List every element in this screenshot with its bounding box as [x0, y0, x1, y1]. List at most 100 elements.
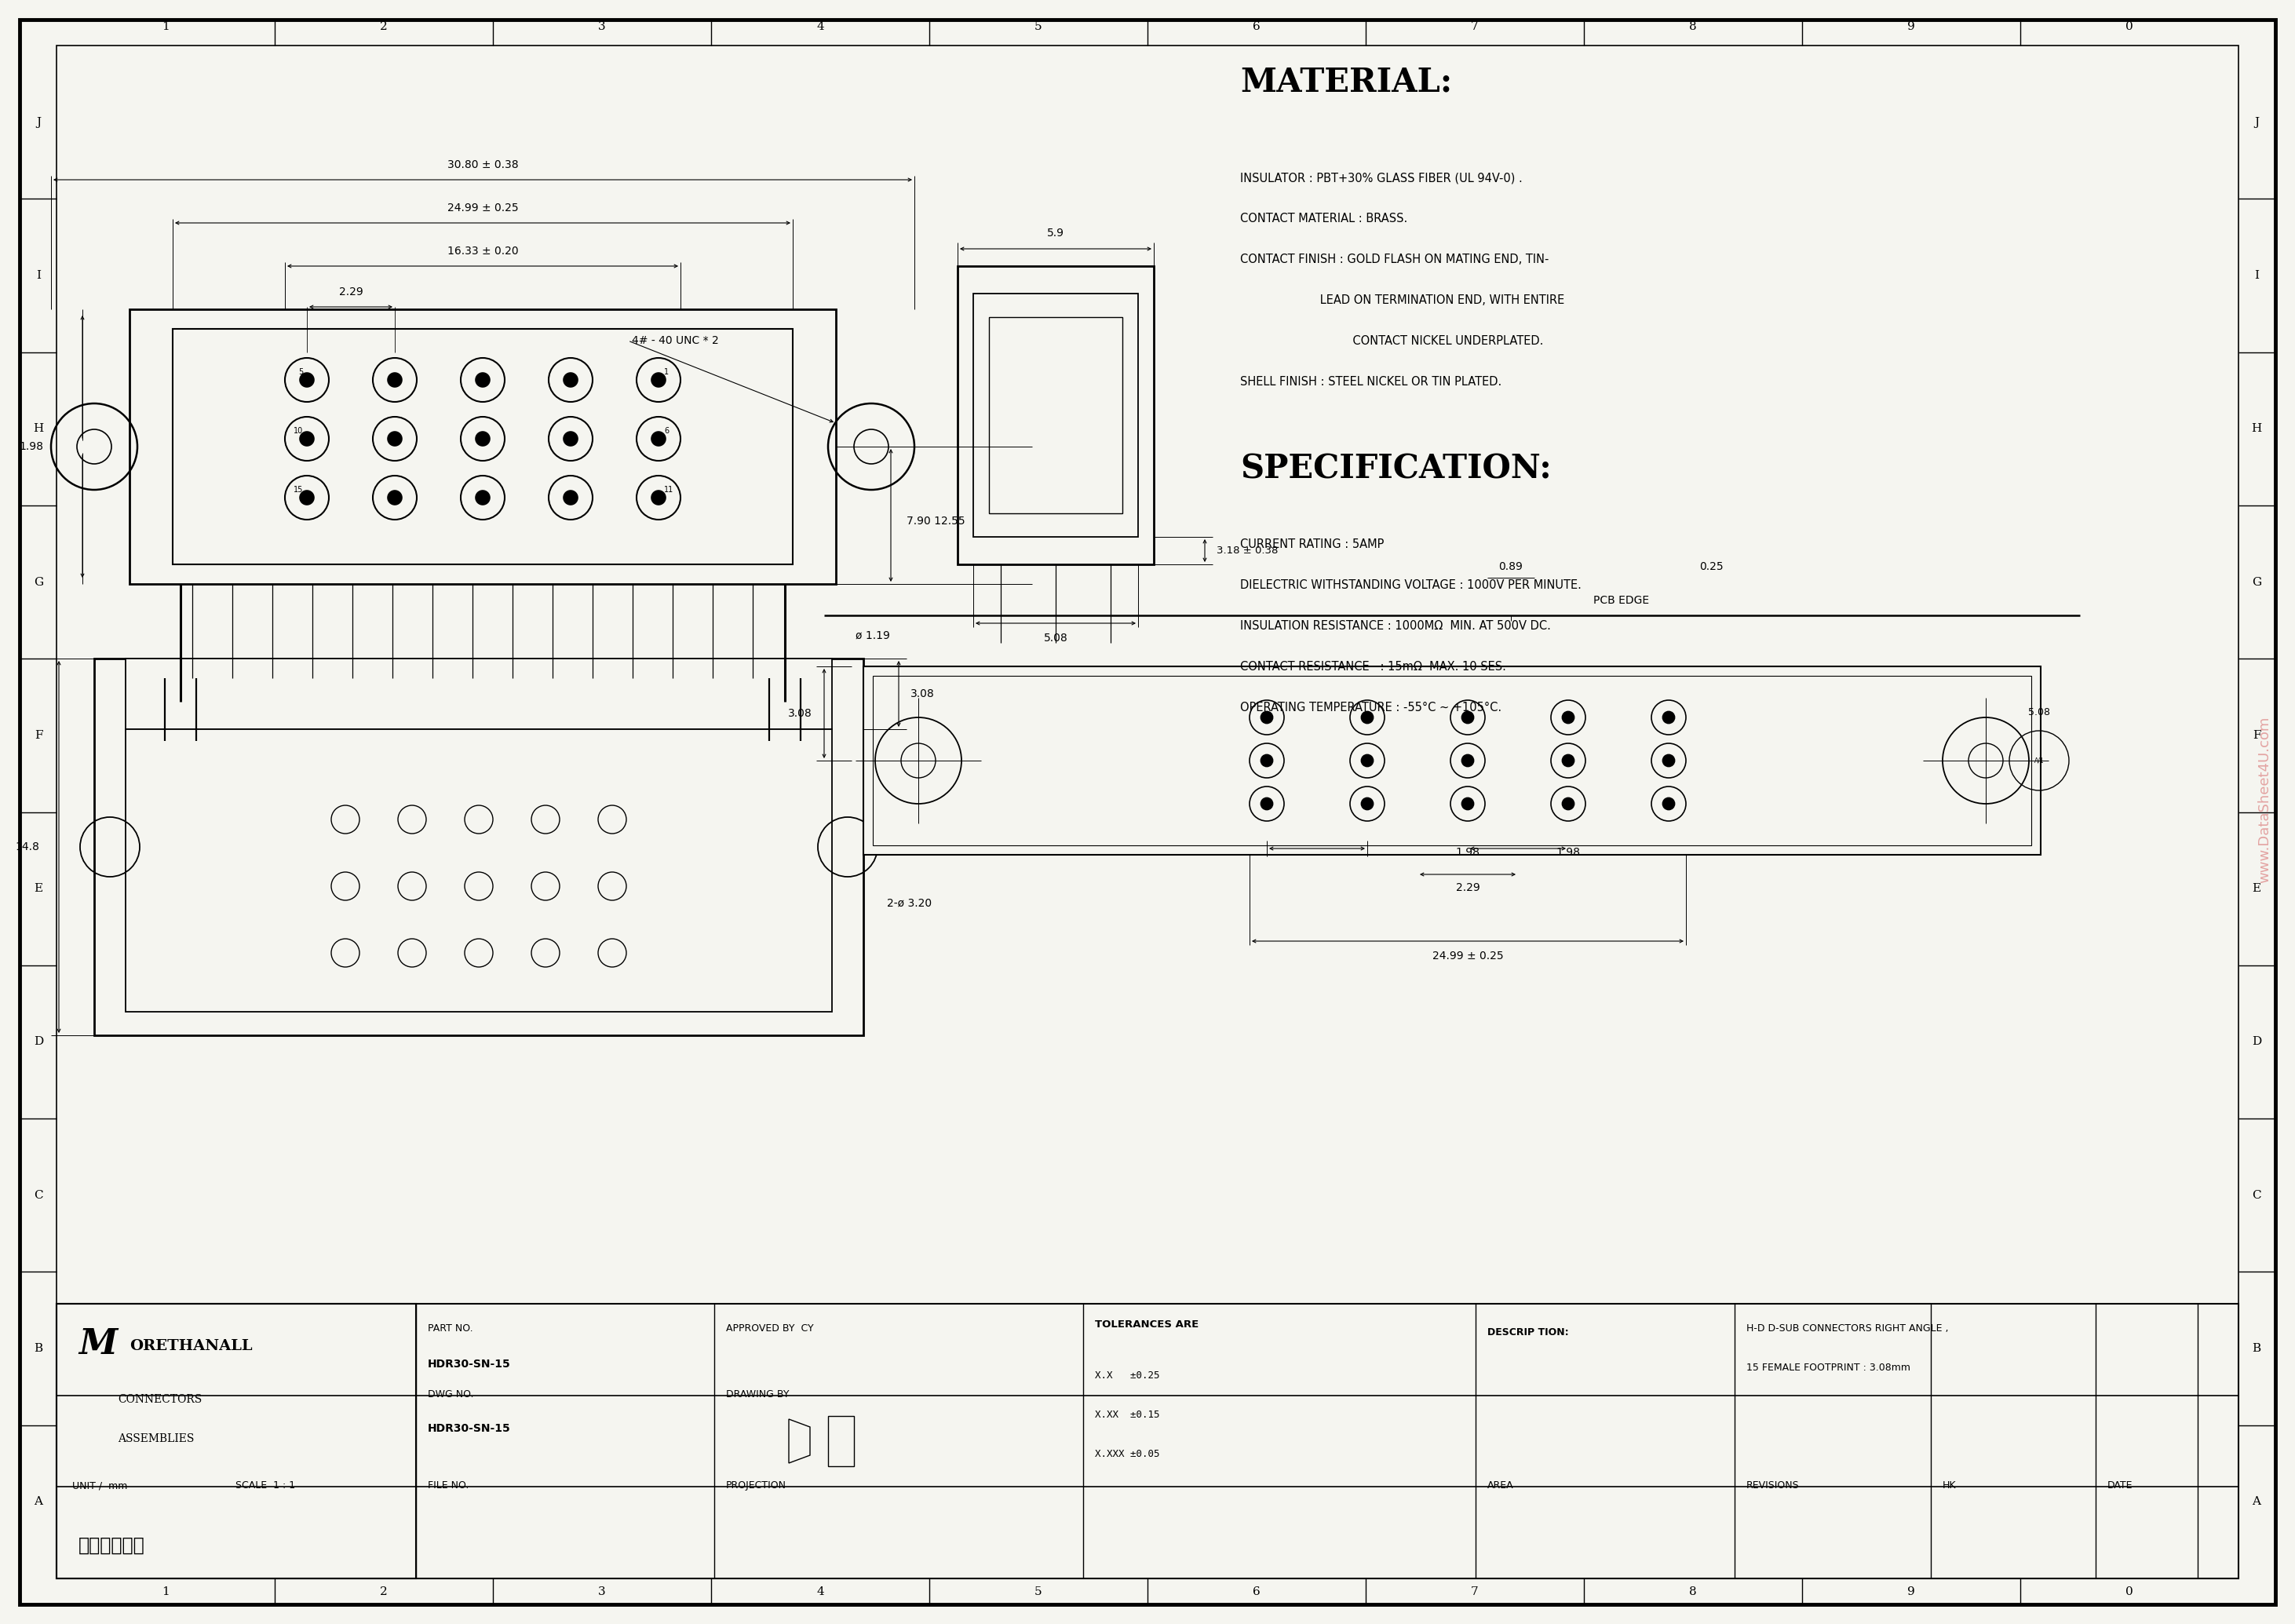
Text: REVISIONS: REVISIONS — [1746, 1481, 1799, 1491]
Text: 5: 5 — [1035, 1587, 1042, 1598]
Text: A: A — [2251, 1496, 2261, 1507]
Circle shape — [1662, 797, 1675, 810]
Circle shape — [1563, 711, 1574, 723]
Text: 30.80 ± 0.38: 30.80 ± 0.38 — [448, 159, 519, 171]
Text: 4: 4 — [817, 21, 824, 32]
Text: DWG NO.: DWG NO. — [427, 1389, 473, 1400]
Text: 1.98: 1.98 — [1455, 848, 1480, 857]
Bar — [126, 659, 833, 729]
Text: TOLERANCES ARE: TOLERANCES ARE — [1095, 1319, 1198, 1330]
Text: 0: 0 — [2125, 21, 2134, 32]
Text: M: M — [78, 1327, 117, 1361]
Text: A/1: A/1 — [2033, 757, 2045, 765]
Circle shape — [1361, 797, 1372, 810]
Bar — [57, 1304, 415, 1579]
Circle shape — [298, 372, 314, 388]
Text: J: J — [37, 117, 41, 128]
Text: 煉倣有限公司: 煉倣有限公司 — [78, 1536, 145, 1554]
Circle shape — [1260, 755, 1274, 767]
Text: 3: 3 — [599, 1587, 606, 1598]
Circle shape — [1361, 755, 1372, 767]
Circle shape — [298, 490, 314, 505]
Text: PART NO.: PART NO. — [427, 1324, 473, 1333]
Text: AREA: AREA — [1487, 1481, 1515, 1491]
Text: 2: 2 — [381, 21, 388, 32]
Text: 8: 8 — [1689, 21, 1696, 32]
Text: LEAD ON TERMINATION END, WITH ENTIRE: LEAD ON TERMINATION END, WITH ENTIRE — [1239, 294, 1565, 305]
Text: H: H — [2251, 424, 2263, 434]
Circle shape — [562, 430, 578, 447]
Bar — [94, 659, 863, 1036]
Text: APPROVED BY  CY: APPROVED BY CY — [725, 1324, 815, 1333]
Text: J: J — [2254, 117, 2258, 128]
Circle shape — [1462, 797, 1473, 810]
Text: INSULATOR : PBT+30% GLASS FIBER (UL 94V-0) .: INSULATOR : PBT+30% GLASS FIBER (UL 94V-… — [1239, 172, 1522, 184]
Text: CONNECTORS: CONNECTORS — [117, 1393, 202, 1405]
Text: G: G — [34, 577, 44, 588]
Bar — [129, 309, 835, 585]
Text: 1: 1 — [161, 21, 170, 32]
Text: 5.08: 5.08 — [2029, 706, 2049, 718]
Text: 24.99 ± 0.25: 24.99 ± 0.25 — [1432, 950, 1503, 961]
Text: 24.99 ± 0.25: 24.99 ± 0.25 — [448, 203, 519, 213]
Text: F: F — [34, 729, 44, 741]
Text: CURRENT RATING : 5AMP: CURRENT RATING : 5AMP — [1239, 539, 1384, 551]
Text: 6: 6 — [1253, 1587, 1260, 1598]
Circle shape — [652, 490, 666, 505]
Text: 9: 9 — [1907, 1587, 1914, 1598]
Text: 1.98: 1.98 — [18, 442, 44, 451]
Text: 7: 7 — [1471, 21, 1478, 32]
Text: 3.08: 3.08 — [911, 689, 934, 700]
Text: DESCRIP TION:: DESCRIP TION: — [1487, 1327, 1570, 1338]
Text: 8: 8 — [1689, 1587, 1696, 1598]
Circle shape — [562, 372, 578, 388]
Text: 4: 4 — [817, 1587, 824, 1598]
Bar — [989, 317, 1122, 513]
Circle shape — [652, 430, 666, 447]
Text: CONTACT FINISH : GOLD FLASH ON MATING END, TIN-: CONTACT FINISH : GOLD FLASH ON MATING EN… — [1239, 253, 1549, 265]
Text: 5.9: 5.9 — [1047, 227, 1065, 239]
Text: ORETHANALL: ORETHANALL — [129, 1340, 252, 1353]
Text: 3.18 ± 0.38: 3.18 ± 0.38 — [1216, 546, 1278, 555]
Bar — [172, 330, 792, 565]
Text: 1: 1 — [663, 369, 668, 377]
Circle shape — [1260, 711, 1274, 723]
Circle shape — [475, 490, 491, 505]
Text: 9: 9 — [1907, 21, 1914, 32]
Text: B: B — [34, 1343, 44, 1354]
Text: C: C — [2251, 1190, 2261, 1200]
Text: F: F — [2251, 729, 2261, 741]
Text: H: H — [32, 424, 44, 434]
Text: CONTACT MATERIAL : BRASS.: CONTACT MATERIAL : BRASS. — [1239, 213, 1407, 224]
Text: 3: 3 — [599, 21, 606, 32]
Text: 2.29: 2.29 — [340, 286, 363, 297]
Text: ASSEMBLIES: ASSEMBLIES — [117, 1434, 195, 1444]
Text: I: I — [2254, 270, 2258, 281]
Circle shape — [298, 430, 314, 447]
Bar — [126, 729, 833, 1012]
Text: 10: 10 — [294, 427, 303, 435]
Text: 15: 15 — [294, 486, 303, 494]
Text: 1: 1 — [161, 1587, 170, 1598]
Text: SCALE  1 : 1: SCALE 1 : 1 — [236, 1481, 296, 1491]
Circle shape — [388, 430, 402, 447]
Text: 15 FEMALE FOOTPRINT : 3.08mm: 15 FEMALE FOOTPRINT : 3.08mm — [1746, 1363, 1909, 1372]
Text: D: D — [34, 1036, 44, 1047]
Text: 0.25: 0.25 — [1698, 562, 1724, 572]
Circle shape — [1462, 755, 1473, 767]
Text: 14.8: 14.8 — [16, 841, 39, 853]
Text: CONTACT RESISTANCE   : 15mΩ  MAX. 10 SES.: CONTACT RESISTANCE : 15mΩ MAX. 10 SES. — [1239, 661, 1506, 672]
Circle shape — [388, 490, 402, 505]
Text: A: A — [34, 1496, 44, 1507]
Text: 11: 11 — [663, 486, 675, 494]
Circle shape — [1563, 755, 1574, 767]
Text: 7: 7 — [1471, 1587, 1478, 1598]
Bar — [872, 676, 2031, 846]
Circle shape — [652, 372, 666, 388]
Text: PCB EDGE: PCB EDGE — [1593, 594, 1650, 606]
Text: 5: 5 — [298, 369, 303, 377]
Text: X.X   ±0.25: X.X ±0.25 — [1095, 1371, 1159, 1380]
Circle shape — [388, 372, 402, 388]
Text: 2: 2 — [381, 1587, 388, 1598]
Text: 1.98: 1.98 — [1556, 848, 1581, 857]
